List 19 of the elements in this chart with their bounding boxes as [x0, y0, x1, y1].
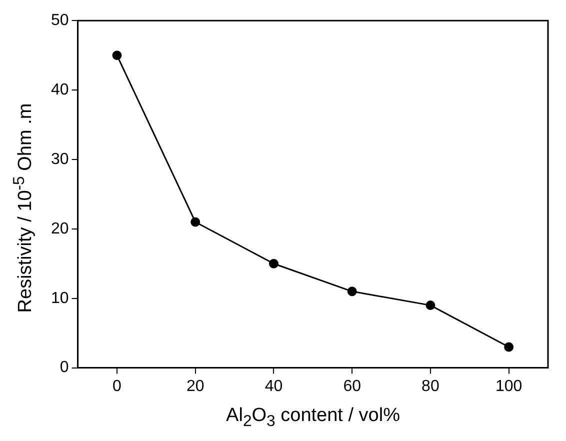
- y-tick-label: 50: [51, 12, 69, 30]
- point: [190, 217, 200, 227]
- x-tick-label: 40: [264, 378, 283, 395]
- point: [112, 50, 122, 60]
- y-tick-label: 20: [51, 220, 69, 238]
- x-tick-label: 60: [343, 378, 362, 395]
- point: [426, 300, 436, 310]
- x-axis-title: Al$_{2}$O$_{3}$ content / vol%: [225, 405, 401, 431]
- point: [268, 258, 278, 268]
- point: [347, 286, 357, 296]
- y-tick-label: 0: [60, 359, 69, 376]
- y-tick-label: 40: [51, 81, 69, 98]
- point: [504, 342, 514, 352]
- x-tick-label: 80: [422, 378, 440, 395]
- x-tick-label: 0: [112, 378, 122, 395]
- y-tick-label: 30: [51, 150, 69, 168]
- y-tick-label: 10: [51, 290, 69, 307]
- x-tick-label: 100: [495, 378, 522, 395]
- x-tick-label: 20: [186, 378, 204, 395]
